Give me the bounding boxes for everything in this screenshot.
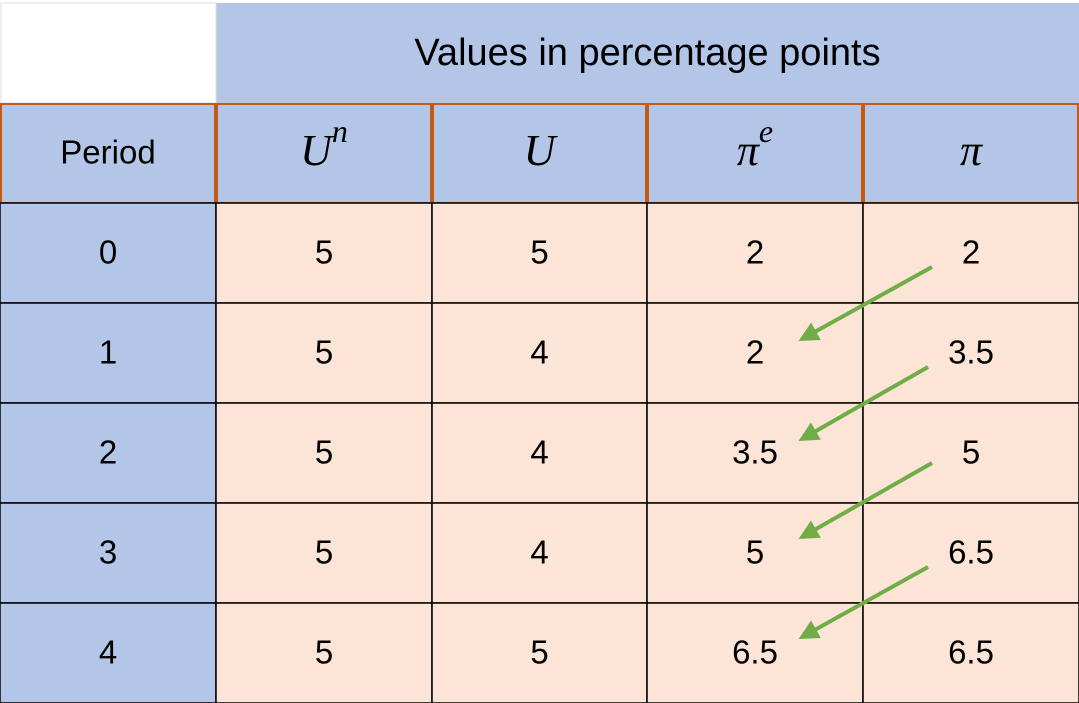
period-label: 3 xyxy=(99,534,117,571)
cell-value: 5 xyxy=(962,434,980,471)
value-cell xyxy=(431,402,648,504)
period-cell xyxy=(0,502,217,604)
cell-value: 3.5 xyxy=(732,434,778,471)
period-label: 1 xyxy=(99,334,117,371)
cell-value: 5 xyxy=(746,534,764,571)
period-cell xyxy=(0,302,217,404)
value-cell xyxy=(431,202,648,304)
cell-value: 6.5 xyxy=(732,634,778,671)
cell-value: 4 xyxy=(530,534,548,571)
cell-value: 6.5 xyxy=(948,534,994,571)
cell-value: 2 xyxy=(746,334,764,371)
header-base: U xyxy=(300,126,335,175)
cell-value: 5 xyxy=(530,634,548,671)
column-header: Period xyxy=(60,134,155,171)
header-cell xyxy=(0,103,216,204)
column-header: Un xyxy=(300,113,348,175)
cell-value: 5 xyxy=(315,234,333,271)
column-header: π xyxy=(960,126,984,175)
value-cell xyxy=(215,202,433,304)
cell-value: 5 xyxy=(315,434,333,471)
header-sup: n xyxy=(332,113,348,149)
header-cell xyxy=(432,103,647,204)
cell-value: 6.5 xyxy=(948,634,994,671)
header-cell xyxy=(647,103,863,204)
table-title: Values in percentage points xyxy=(414,32,880,74)
corner-cell xyxy=(0,2,217,104)
title-cell xyxy=(216,3,1079,103)
header-cell xyxy=(863,103,1079,204)
cell-value: 5 xyxy=(530,234,548,271)
cell-value: 4 xyxy=(530,434,548,471)
header-base: π xyxy=(737,126,761,175)
cell-value: 5 xyxy=(315,334,333,371)
cell-value: 2 xyxy=(962,234,980,271)
value-cell xyxy=(431,302,648,404)
cell-value: 5 xyxy=(315,534,333,571)
period-cell xyxy=(0,602,217,703)
value-cell xyxy=(215,602,433,703)
cell-value: 2 xyxy=(746,234,764,271)
cell-value: 3.5 xyxy=(948,334,994,371)
period-label: 0 xyxy=(99,234,117,271)
period-label: 2 xyxy=(99,434,117,471)
period-cell xyxy=(0,402,217,504)
column-header: πe xyxy=(737,113,773,175)
cell-value: 5 xyxy=(315,634,333,671)
value-cell xyxy=(215,302,433,404)
cell-value: 4 xyxy=(530,334,548,371)
period-label: 4 xyxy=(99,634,117,671)
header-sup: e xyxy=(759,113,773,149)
value-cell xyxy=(215,502,433,604)
column-header: U xyxy=(524,126,559,175)
header-cell xyxy=(216,103,432,204)
